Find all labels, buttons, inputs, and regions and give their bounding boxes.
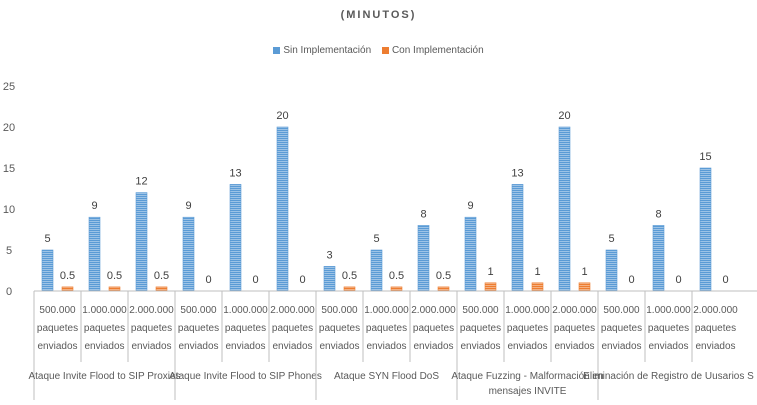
data-label-con: 0.5: [436, 270, 451, 282]
data-label-con: 0: [299, 274, 305, 286]
bar-sin-implementacion: [182, 216, 195, 292]
data-label-sin: 5: [608, 233, 614, 245]
category-label: 500.000 paquetes enviados: [37, 305, 78, 352]
chart-legend: Sin Implementación Con Implementación: [0, 45, 757, 57]
data-label-con: 0.5: [154, 270, 169, 282]
bar-sin-implementacion: [229, 184, 242, 292]
data-label-con: 0: [205, 274, 211, 286]
data-label-sin: 9: [185, 200, 191, 212]
data-label-con: 1: [534, 266, 540, 278]
data-label-con: 0: [252, 274, 258, 286]
legend-label-sin: Sin Implementación: [283, 45, 372, 56]
bar-con-implementacion: [578, 282, 591, 292]
y-tick-label: 25: [3, 81, 15, 93]
data-label-sin: 5: [373, 233, 379, 245]
category-label: 1.000.000 paquetes enviados: [646, 305, 691, 352]
group-label: Ataque Invite Flood to SIP Phones: [169, 371, 322, 382]
category-label: 2.000.000 paquetes enviados: [411, 305, 456, 352]
category-label: 2.000.000 paquetes enviados: [693, 305, 738, 352]
bar-sin-implementacion: [323, 266, 336, 292]
data-label-con: 1: [581, 266, 587, 278]
data-label-sin: 13: [511, 167, 523, 179]
y-tick-label: 20: [3, 122, 15, 134]
bar-sin-implementacion: [276, 126, 289, 292]
category-label: 1.000.000 paquetes enviados: [364, 305, 409, 352]
bar-sin-implementacion: [652, 225, 665, 292]
group-label: Ataque SYN Flood DoS: [334, 371, 439, 382]
bar-sin-implementacion: [464, 216, 477, 292]
category-label: 1.000.000 paquetes enviados: [223, 305, 268, 352]
legend-swatch-con: [381, 47, 389, 54]
y-tick-label: 5: [6, 245, 12, 257]
bar-con-implementacion: [155, 286, 168, 292]
data-label-sin: 8: [655, 208, 661, 220]
bar-sin-implementacion: [135, 192, 148, 292]
category-label: 500.000 paquetes enviados: [319, 305, 360, 352]
y-axis: 0 5 10 15 20 25: [3, 81, 15, 298]
bar-con-implementacion: [390, 286, 403, 292]
bars: [41, 126, 712, 292]
category-label: 500.000 paquetes enviados: [601, 305, 642, 352]
data-label-sin: 13: [229, 167, 241, 179]
category-label: 1.000.000 paquetes enviados: [82, 305, 127, 352]
data-label-sin: 12: [135, 176, 147, 188]
category-label: 2.000.000 paquetes enviados: [129, 305, 174, 352]
data-label-sin: 20: [558, 110, 570, 122]
bar-sin-implementacion: [417, 225, 430, 292]
bar-sin-implementacion: [370, 249, 383, 292]
data-label-sin: 5: [44, 233, 50, 245]
group-label: Eliminación de Registro de Uusarios S: [583, 371, 754, 382]
y-tick-label: 15: [3, 163, 15, 175]
data-labels: 5 0.5 9 0.5 12 0.5 9 0 13 0 20 0 3 0.5 5 0.5 8 0.5 9 1 13 1 20…: [44, 110, 728, 286]
group-label: Ataque Fuzzing - Malformación en mensajes…: [451, 371, 603, 397]
data-label-sin: 3: [326, 249, 332, 261]
data-label-sin: 8: [420, 208, 426, 220]
legend-item-con: Con Implementación: [381, 45, 484, 56]
data-label-con: 0: [722, 274, 728, 286]
bar-sin-implementacion: [88, 216, 101, 292]
bar-sin-implementacion: [605, 249, 618, 292]
y-tick-label: 0: [6, 286, 12, 298]
bar-con-implementacion: [484, 282, 497, 292]
data-label-sin: 9: [467, 200, 473, 212]
data-label-sin: 9: [91, 200, 97, 212]
bar-sin-implementacion: [699, 167, 712, 292]
data-label-con: 0: [675, 274, 681, 286]
bar-con-implementacion: [343, 286, 356, 292]
category-label: 1.000.000 paquetes enviados: [505, 305, 550, 352]
legend-item-sin: Sin Implementación: [273, 45, 371, 56]
bar-sin-implementacion: [511, 184, 524, 292]
data-label-con: 0: [628, 274, 634, 286]
bar-sin-implementacion: [41, 249, 54, 292]
bar-sin-implementacion: [558, 126, 571, 292]
data-label-con: 0.5: [342, 270, 357, 282]
group-label: Ataque Invite Flood to SIP Proxies: [28, 371, 180, 382]
category-label: 2.000.000 paquetes enviados: [552, 305, 597, 352]
data-label-con: 0.5: [389, 270, 404, 282]
category-label: 2.000.000 paquetes enviados: [270, 305, 315, 352]
y-tick-label: 10: [3, 204, 15, 216]
legend-swatch-sin: [273, 47, 281, 54]
data-label-con: 0.5: [107, 270, 122, 282]
data-label-sin: 15: [699, 151, 711, 163]
legend-label-con: Con Implementación: [391, 45, 484, 56]
data-label-con: 1: [487, 266, 493, 278]
bar-con-implementacion: [61, 286, 74, 292]
bar-con-implementacion: [531, 282, 544, 292]
category-label: 500.000 paquetes enviados: [460, 305, 501, 352]
bar-con-implementacion: [108, 286, 121, 292]
bar-con-implementacion: [437, 286, 450, 292]
category-label: 500.000 paquetes enviados: [178, 305, 219, 352]
data-label-con: 0.5: [60, 270, 75, 282]
data-label-sin: 20: [276, 110, 288, 122]
chart-title: (MINUTOS): [340, 9, 417, 21]
